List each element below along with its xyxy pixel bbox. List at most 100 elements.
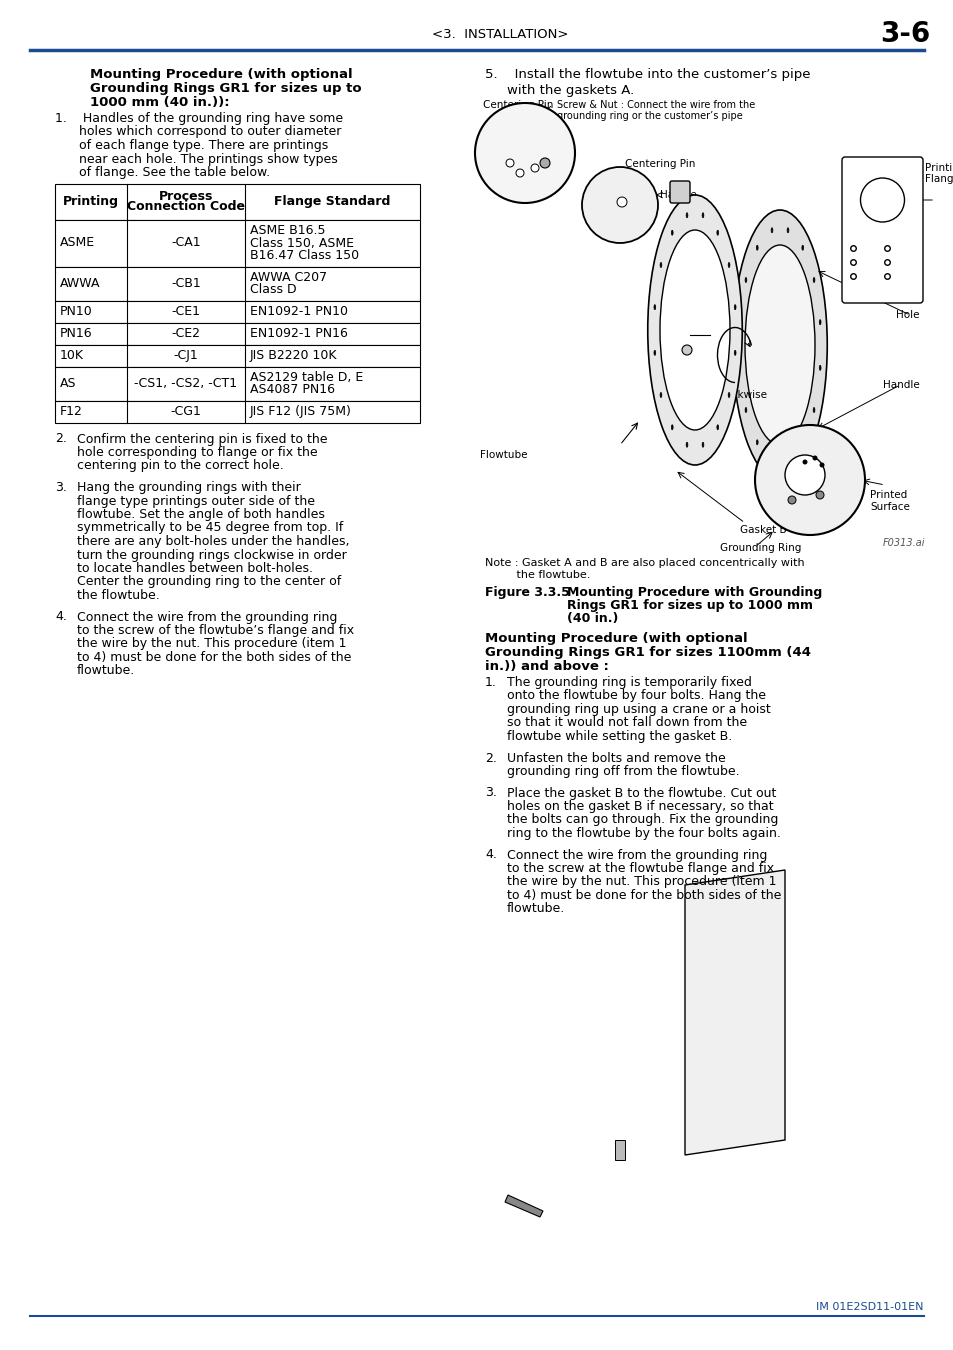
Text: to 4) must be done for the both sides of the: to 4) must be done for the both sides of… [506, 890, 781, 902]
Text: holes which correspond to outer diameter: holes which correspond to outer diameter [55, 126, 341, 139]
Text: 2.: 2. [55, 432, 67, 446]
Text: -CA1: -CA1 [171, 236, 200, 250]
Text: Process: Process [158, 189, 213, 202]
Text: Grounding Rings GR1 for sizes up to: Grounding Rings GR1 for sizes up to [90, 82, 361, 94]
Text: Flange Type: Flange Type [924, 174, 953, 184]
Text: flange type printings outer side of the: flange type printings outer side of the [77, 494, 314, 508]
Text: 3.: 3. [55, 481, 67, 494]
Text: <3.  INSTALLATION>: <3. INSTALLATION> [432, 27, 568, 40]
Ellipse shape [819, 320, 821, 324]
Circle shape [581, 167, 658, 243]
Text: 4.: 4. [55, 610, 67, 624]
Text: AS4087 PN16: AS4087 PN16 [250, 383, 335, 397]
Circle shape [812, 455, 817, 460]
Ellipse shape [734, 305, 736, 309]
Text: ASME: ASME [892, 258, 913, 266]
Text: Unfasten the bolts and remove the: Unfasten the bolts and remove the [506, 752, 725, 764]
Ellipse shape [756, 440, 758, 444]
Text: flowtube. Set the angle of both handles: flowtube. Set the angle of both handles [77, 508, 325, 521]
Text: to the screw of the flowtube’s flange and fix: to the screw of the flowtube’s flange an… [77, 624, 354, 637]
Text: Note : Gasket A and B are also placed concentrically with
         the flowtube.: Note : Gasket A and B are also placed co… [484, 558, 803, 579]
Text: Class D: Class D [250, 284, 296, 296]
Ellipse shape [744, 278, 746, 282]
Text: turn the grounding rings clockwise in order: turn the grounding rings clockwise in or… [77, 548, 346, 562]
Bar [55, 323, 419, 344]
Text: 10K: 10K [60, 350, 84, 362]
Circle shape [681, 346, 691, 355]
Text: Mounting Procedure (with optional: Mounting Procedure (with optional [484, 632, 747, 645]
Bar [55, 184, 419, 220]
Text: IM 01E2SD11-01EN: IM 01E2SD11-01EN [816, 1301, 923, 1312]
Text: to locate handles between bolt-holes.: to locate handles between bolt-holes. [77, 562, 313, 575]
Bar [55, 401, 419, 423]
Text: 1.    Handles of the grounding ring have some: 1. Handles of the grounding ring have so… [55, 112, 343, 126]
Text: Handle: Handle [882, 379, 919, 390]
Text: the flowtube.: the flowtube. [77, 589, 159, 602]
Text: ASME: ASME [60, 236, 95, 250]
Bar [55, 366, 419, 401]
Text: ASME B16.5: ASME B16.5 [250, 224, 325, 238]
Ellipse shape [812, 278, 814, 282]
Ellipse shape [739, 320, 740, 324]
Text: to the screw at the flowtube flange and fix: to the screw at the flowtube flange and … [506, 863, 773, 875]
Text: -CE1: -CE1 [172, 305, 200, 319]
Text: Clockwise: Clockwise [714, 390, 766, 400]
Text: Centering Pin: Centering Pin [624, 159, 695, 169]
Text: symmetrically to be 45 degree from top. If: symmetrically to be 45 degree from top. … [77, 521, 343, 535]
Text: EN1092-1 PN16: EN1092-1 PN16 [250, 327, 348, 340]
Text: of flange. See the table below.: of flange. See the table below. [55, 166, 270, 180]
Text: AS2129 table D, E: AS2129 table D, E [250, 371, 363, 383]
Text: 4.: 4. [484, 849, 497, 861]
Text: Connection Code: Connection Code [127, 201, 245, 213]
Text: F12: F12 [60, 405, 83, 418]
Text: there are any bolt-holes under the handles,: there are any bolt-holes under the handl… [77, 535, 349, 548]
Circle shape [539, 158, 550, 167]
Text: hole corresponding to flange or fix the: hole corresponding to flange or fix the [77, 446, 317, 459]
Text: Rings GR1 for sizes up to 1000 mm: Rings GR1 for sizes up to 1000 mm [566, 599, 812, 612]
Polygon shape [615, 1139, 624, 1160]
Text: flowtube while setting the gasket B.: flowtube while setting the gasket B. [506, 730, 732, 742]
Text: in.)) and above :: in.)) and above : [484, 660, 608, 674]
Text: AS: AS [858, 243, 868, 252]
Ellipse shape [659, 262, 661, 267]
Circle shape [801, 459, 806, 464]
Ellipse shape [716, 231, 718, 235]
Text: Hang the grounding rings with their: Hang the grounding rings with their [77, 481, 300, 494]
Circle shape [617, 197, 626, 207]
Ellipse shape [727, 262, 729, 267]
Text: -CB1: -CB1 [171, 277, 201, 290]
Text: Gasket B: Gasket B [740, 525, 786, 535]
Text: Class 150, ASME: Class 150, ASME [250, 236, 354, 250]
Text: Screw & Nut : Connect the wire from the: Screw & Nut : Connect the wire from the [557, 100, 755, 109]
Text: Flowtube: Flowtube [479, 450, 527, 460]
Text: F0313.ai: F0313.ai [882, 539, 924, 548]
Text: (40 in.): (40 in.) [566, 612, 618, 625]
Ellipse shape [671, 425, 673, 429]
Circle shape [516, 169, 523, 177]
Text: Surface: Surface [869, 502, 909, 512]
Bar [55, 301, 419, 323]
Text: AS: AS [60, 377, 76, 390]
Text: flowtube.: flowtube. [506, 903, 565, 915]
Ellipse shape [786, 228, 788, 232]
Ellipse shape [734, 351, 736, 355]
Text: Place the gasket B to the flowtube. Cut out: Place the gasket B to the flowtube. Cut … [506, 787, 776, 799]
Ellipse shape [671, 231, 673, 235]
Text: F12: F12 [858, 258, 872, 266]
Text: flowtube.: flowtube. [77, 664, 135, 678]
Text: 3.: 3. [484, 787, 497, 799]
Text: the bolts can go through. Fix the grounding: the bolts can go through. Fix the ground… [506, 814, 778, 826]
FancyBboxPatch shape [841, 157, 923, 302]
Circle shape [531, 163, 538, 171]
Circle shape [754, 425, 864, 535]
Bar [55, 266, 419, 301]
Text: -CE2: -CE2 [172, 327, 200, 340]
Text: grounding ring up using a crane or a hoist: grounding ring up using a crane or a hoi… [506, 703, 770, 716]
Ellipse shape [756, 246, 758, 250]
Text: Hole: Hole [896, 310, 919, 320]
Ellipse shape [701, 443, 703, 447]
Text: Grounding Rings GR1 for sizes 1100mm (44: Grounding Rings GR1 for sizes 1100mm (44 [484, 647, 810, 659]
Text: PN16: PN16 [60, 327, 92, 340]
Text: so that it would not fall down from the: so that it would not fall down from the [506, 717, 746, 729]
Ellipse shape [685, 443, 687, 447]
